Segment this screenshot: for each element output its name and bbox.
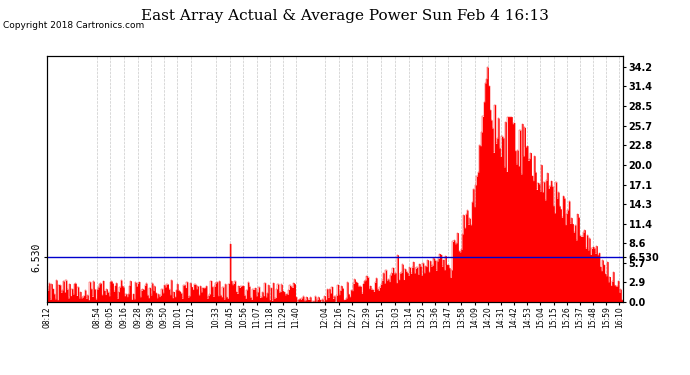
Text: Copyright 2018 Cartronics.com: Copyright 2018 Cartronics.com: [3, 21, 145, 30]
Text: East Array Actual & Average Power Sun Feb 4 16:13: East Array Actual & Average Power Sun Fe…: [141, 9, 549, 23]
